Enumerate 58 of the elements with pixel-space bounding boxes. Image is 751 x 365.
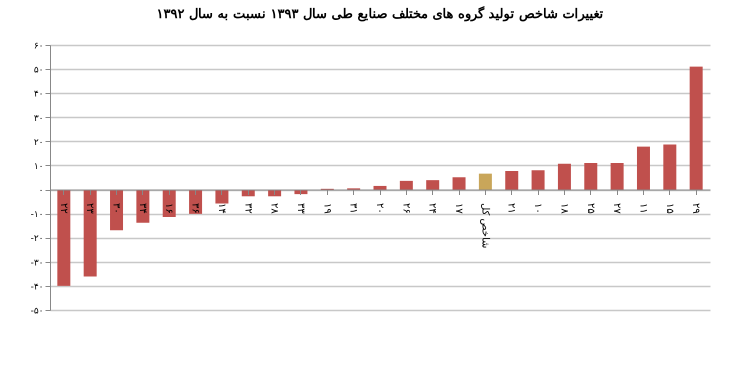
y-tick-label: ۶۰ <box>34 42 44 52</box>
x-tick-label: ۱۱ <box>637 203 648 214</box>
y-tick-label: ۴۰ <box>34 90 44 100</box>
bar <box>215 190 228 204</box>
y-tick-label: ۳۰ <box>34 114 44 124</box>
x-tick-label: ۱۰ <box>532 203 544 214</box>
bar <box>505 170 518 190</box>
x-tick-label: ۱۴ <box>216 203 227 214</box>
x-tick-label: ۲۱ <box>506 203 517 214</box>
x-tick-label: ۳۰ <box>110 203 122 214</box>
x-tick-label: ۳۳ <box>294 203 306 214</box>
x-tick-label: ۲۸ <box>268 203 280 214</box>
x-tick-label: ۲۰ <box>374 203 385 214</box>
x-tick-label: ۲۴ <box>426 203 438 214</box>
bar <box>84 190 97 277</box>
y-tick-label: -۲۰ <box>30 234 44 244</box>
bar <box>136 190 150 223</box>
bar <box>636 146 650 190</box>
x-tick-label: ۳۶ <box>190 203 201 214</box>
y-tick-label: ۵۰ <box>34 66 44 76</box>
bar <box>374 186 386 190</box>
y-tick-label: ۲۰ <box>34 138 44 148</box>
bar <box>690 66 703 190</box>
chart-title: تغییرات شاخص تولید گروه های مختلف صنایع طی سال ۱۳۹۳ نسبت به سال ۱۳۹۲ <box>156 5 604 22</box>
x-tick-label: ۳۴ <box>136 203 148 214</box>
x-tick-label: ۳۱ <box>348 203 359 214</box>
bar <box>610 163 624 190</box>
bar <box>57 190 70 286</box>
x-tick-label: ۳۲ <box>242 203 254 214</box>
x-tick-label: ۱۹ <box>321 203 332 214</box>
bar <box>400 180 413 190</box>
x-tick-label: ۱۷ <box>453 203 464 214</box>
bar <box>663 144 676 190</box>
x-tick-label: ۲۲ <box>58 203 69 214</box>
bar <box>558 164 571 190</box>
bar <box>162 190 176 218</box>
y-tick-label: ۰ <box>38 186 44 196</box>
x-tick-label: ۲۶ <box>400 203 412 214</box>
bar <box>110 190 124 230</box>
bar <box>452 177 466 190</box>
bar <box>426 180 440 190</box>
x-tick-label: ۲۷ <box>611 203 622 214</box>
y-tick-label: -۱۰ <box>30 210 44 220</box>
x-tick-label: شاخص کل <box>479 203 490 248</box>
bar <box>584 163 598 190</box>
x-tick-label: ۲۹ <box>690 203 702 214</box>
x-tick-label: ۱۶ <box>163 203 174 214</box>
y-tick-label: ۱۰ <box>34 162 44 172</box>
x-tick-label: ۲۵ <box>584 203 596 214</box>
bar <box>189 190 202 214</box>
y-tick-label: -۳۰ <box>30 258 44 268</box>
y-tick-label: -۴۰ <box>30 282 44 292</box>
x-tick-label: ۱۸ <box>558 203 570 214</box>
bar <box>532 170 545 190</box>
y-tick-label: -۵۰ <box>30 306 44 316</box>
bar <box>478 174 492 190</box>
x-tick-label: ۱۵ <box>664 203 675 214</box>
x-tick-label: ۲۳ <box>84 203 96 214</box>
